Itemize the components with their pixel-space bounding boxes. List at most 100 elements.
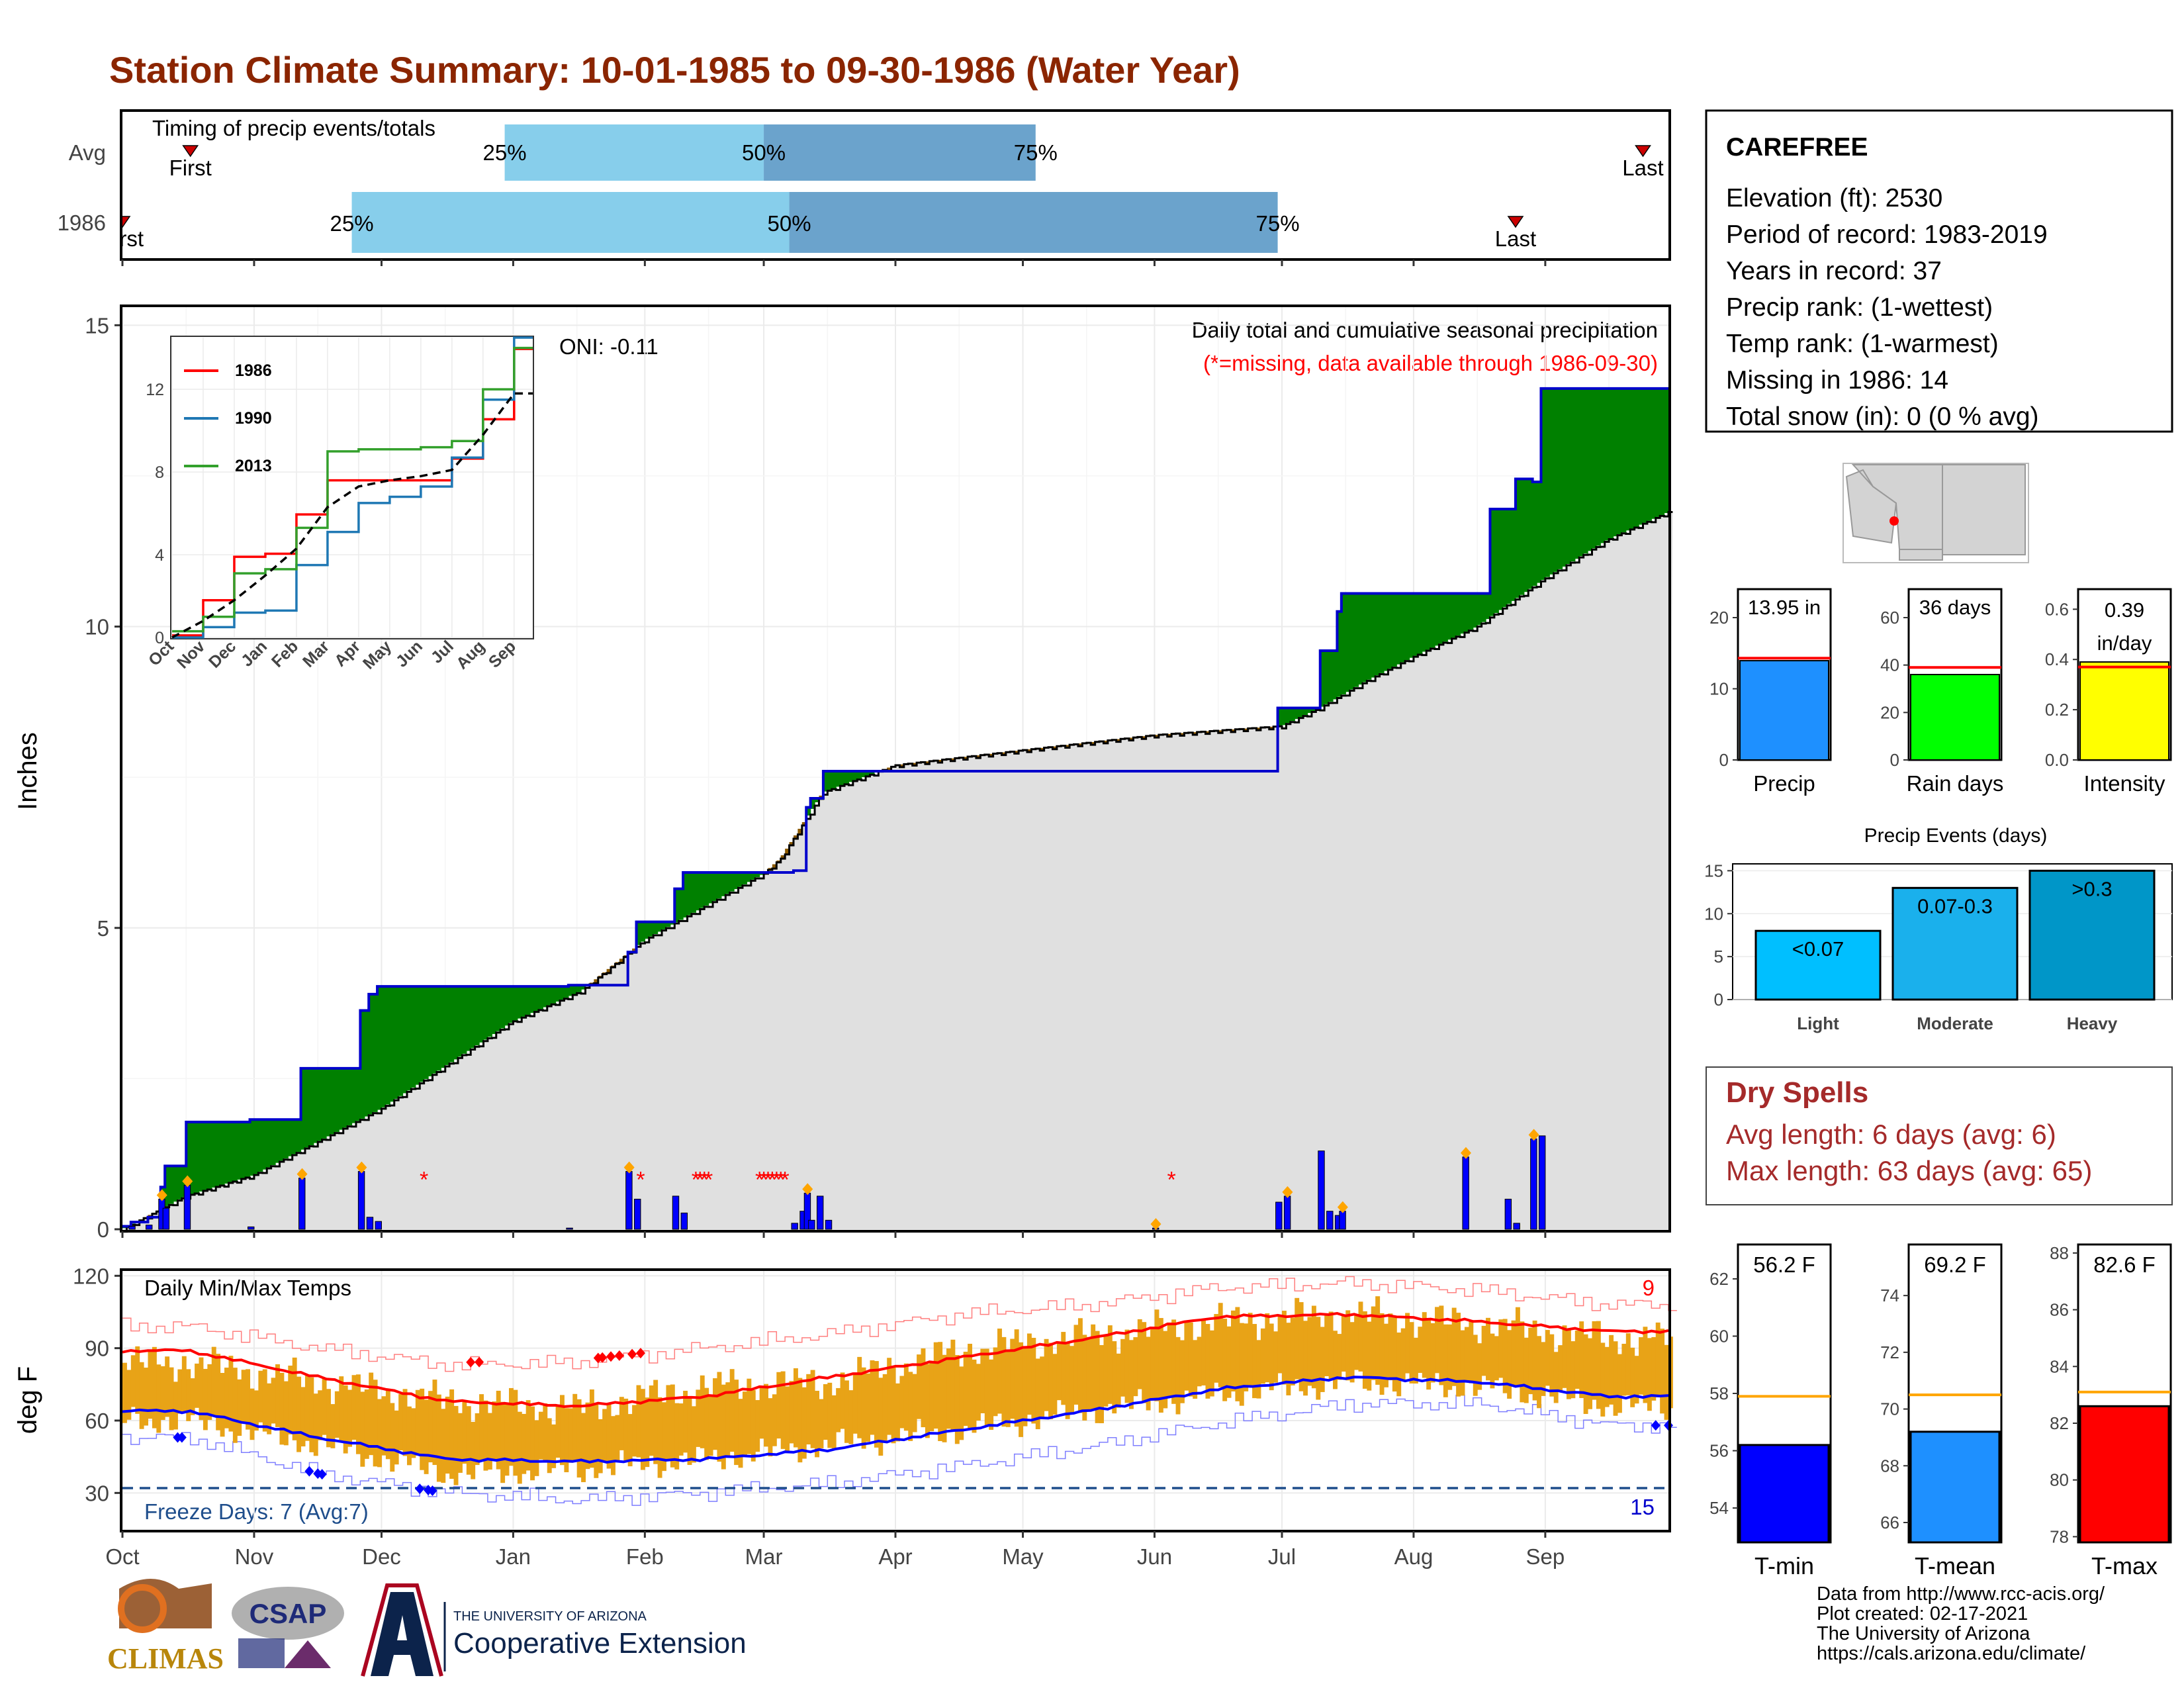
daily-temp-bar — [1341, 1314, 1346, 1372]
surplus-fill — [543, 986, 548, 1008]
surplus-fill — [1592, 388, 1597, 549]
surplus-fill — [1562, 388, 1567, 567]
daily-temp-bar — [793, 1368, 798, 1448]
heavy-event-marker — [1282, 1186, 1293, 1198]
daily-temp-bar — [186, 1369, 191, 1421]
surplus-fill — [1392, 593, 1397, 667]
timing-bar-early-Avg — [504, 124, 764, 181]
daily-temp-bar — [721, 1384, 726, 1470]
surplus-fill — [415, 986, 420, 1085]
daily-temp-bar — [296, 1376, 302, 1452]
record-low-marker — [317, 1469, 327, 1480]
daily-temp-bar — [1486, 1317, 1490, 1381]
daily-temp-bar — [318, 1390, 323, 1440]
daily-temp-bar — [815, 1391, 819, 1458]
daily-temp-bar — [560, 1395, 565, 1466]
daily-temp-bar — [581, 1413, 586, 1483]
daily-temp-bar — [1333, 1331, 1338, 1389]
surplus-fill — [1566, 388, 1571, 565]
summary-value-label: 13.95 in — [1748, 596, 1821, 619]
daily-temp-bar — [1179, 1340, 1185, 1403]
surplus-fill — [751, 872, 756, 880]
daily-temp-bar — [169, 1367, 174, 1430]
month-axis-label: Apr — [878, 1544, 912, 1569]
surplus-fill — [729, 872, 735, 892]
daily-temp-bar — [1405, 1313, 1410, 1374]
daily-temp-bar — [1651, 1336, 1657, 1401]
surplus-fill — [530, 986, 535, 1013]
ua-small-text: THE UNIVERSITY OF ARIZONA — [453, 1609, 647, 1624]
csap-logo-cloud — [232, 1587, 344, 1640]
surplus-fill — [866, 771, 871, 776]
daily-temp-bar — [1634, 1356, 1639, 1404]
daily-temp-bar — [224, 1367, 229, 1429]
daily-temp-bar — [780, 1371, 786, 1449]
daily-temp-bar — [1235, 1307, 1240, 1401]
daily-temp-bar — [946, 1348, 951, 1429]
summary-value-unit: in/day — [2097, 632, 2152, 655]
surplus-fill — [339, 1068, 344, 1130]
surplus-fill — [232, 1121, 238, 1182]
average-min-temp-line — [122, 1376, 1669, 1464]
daily-temp-bar — [1583, 1334, 1588, 1415]
daily-temp-bar — [857, 1356, 862, 1438]
daily-temp-bar — [1128, 1340, 1134, 1409]
daily-temp-bar — [1091, 1324, 1096, 1410]
surplus-fill — [246, 1121, 251, 1178]
main-y-tick-label: 5 — [97, 916, 109, 941]
surplus-fill — [1528, 479, 1533, 589]
surplus-fill — [1367, 593, 1372, 680]
daily-temp-bar — [963, 1351, 968, 1427]
month-axis-label: May — [1002, 1544, 1044, 1569]
daily-temp-bar — [1107, 1325, 1113, 1404]
surplus-fill — [250, 1119, 255, 1176]
daily-temp-bar — [1226, 1326, 1232, 1398]
daily-temp-bar — [1613, 1341, 1618, 1416]
surplus-fill — [275, 1119, 281, 1163]
daily-temp-bar — [1354, 1315, 1359, 1370]
daily-temp-bar — [887, 1358, 892, 1435]
temp-summary-y-tick-label: 66 — [1880, 1513, 1899, 1532]
surplus-fill — [1664, 388, 1669, 514]
daily-temp-bar — [789, 1381, 794, 1444]
surplus-fill — [186, 1121, 191, 1196]
events-category-label: Moderate — [1917, 1013, 1993, 1033]
temp-summary-value-label: 56.2 F — [1753, 1252, 1815, 1277]
daily-temp-bar — [241, 1370, 246, 1423]
surplus-fill — [1303, 708, 1308, 716]
summary-value-label: 0.39 — [2105, 598, 2144, 622]
surplus-fill — [1613, 388, 1618, 537]
surplus-fill — [1651, 388, 1657, 519]
timing-row-1986-label-redraw: 1986 — [58, 211, 106, 235]
heavy-event-marker — [182, 1175, 193, 1188]
missing-day-marker: * — [759, 1168, 768, 1193]
surplus-fill — [742, 872, 747, 884]
surplus-fill — [806, 807, 811, 816]
summary-y-tick-label: 0.2 — [2045, 700, 2069, 720]
surplus-fill — [500, 986, 506, 1029]
daily-temp-bar — [1222, 1319, 1228, 1401]
surplus-fill — [1549, 388, 1555, 575]
daily-temp-bar — [373, 1380, 378, 1467]
missing-day-marker: * — [764, 1168, 772, 1193]
daily-temp-bar — [453, 1405, 459, 1485]
daily-temp-bar — [165, 1356, 170, 1417]
surplus-fill — [509, 986, 514, 1023]
daily-temp-bar — [636, 1385, 641, 1458]
daily-temp-bar — [475, 1413, 480, 1466]
daily-temp-bar — [462, 1401, 467, 1464]
surplus-fill — [369, 994, 374, 1115]
daily-temp-bar — [390, 1403, 395, 1472]
surplus-fill — [1473, 593, 1478, 628]
daily-temp-bar — [402, 1389, 408, 1456]
surplus-fill — [513, 986, 518, 1021]
surplus-fill — [1286, 708, 1291, 724]
surplus-fill — [475, 986, 480, 1046]
record-low-marker — [415, 1483, 425, 1495]
surplus-fill — [262, 1119, 267, 1170]
surplus-fill — [492, 986, 497, 1035]
daily-precip-bar — [566, 1227, 573, 1230]
main-subtitle: Daily total and cumulative seasonal prec… — [1192, 318, 1658, 342]
record-min-line — [122, 1394, 1677, 1506]
